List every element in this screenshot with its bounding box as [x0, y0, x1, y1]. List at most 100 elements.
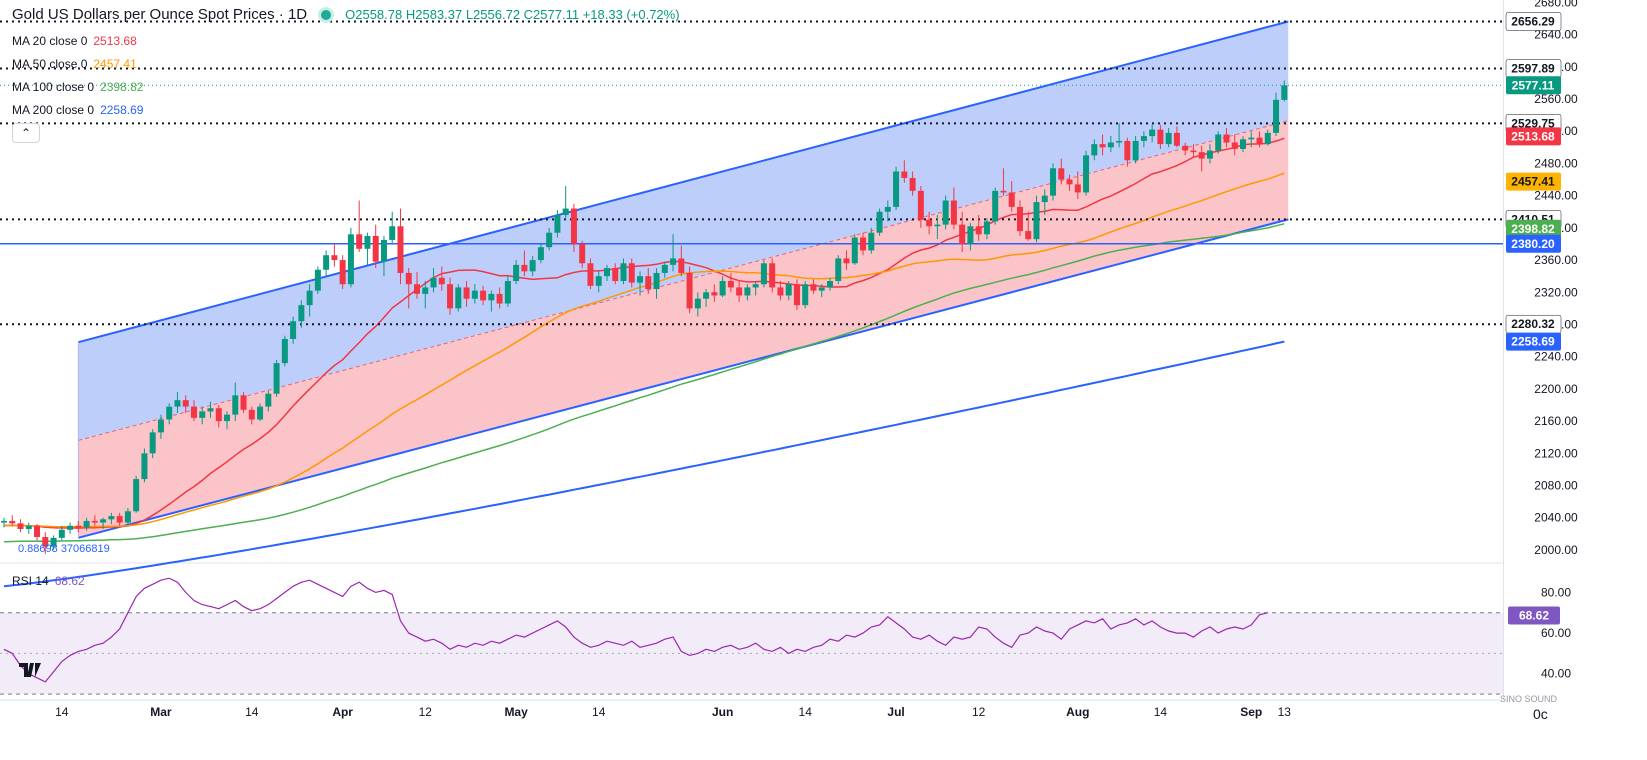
watermark: SINO SOUND: [1500, 694, 1558, 704]
candle: [414, 284, 420, 294]
time-tick-label: 12: [972, 705, 986, 719]
time-tick-label: Mar: [150, 705, 172, 719]
rsi-tick-label: 40.00: [1541, 667, 1571, 681]
candle: [1281, 85, 1288, 100]
price-tick-label: 2080.00: [1534, 479, 1578, 493]
candle: [480, 290, 487, 301]
ma100-legend[interactable]: MA 100 close 0 2398.82: [12, 80, 143, 94]
candle: [389, 226, 396, 240]
candle: [67, 525, 74, 530]
price-tick-label: 2640.00: [1534, 28, 1578, 42]
collapse-legend-button[interactable]: ⌃: [12, 123, 40, 143]
candle: [141, 453, 148, 480]
candle: [25, 525, 32, 529]
candle: [752, 284, 759, 288]
ma200-legend[interactable]: MA 200 close 0 2258.69: [12, 103, 143, 117]
time-tick-label: 14: [245, 705, 259, 719]
candle: [430, 277, 437, 288]
price-tick-label: 2120.00: [1534, 446, 1578, 460]
candle: [513, 264, 520, 281]
candle: [488, 293, 495, 301]
time-axis[interactable]: 14 Mar 14 Apr 12 May 14 Jun 14 Jul 12 Aug 14 Sep 13: [55, 705, 1291, 719]
candle: [1223, 134, 1230, 143]
price-tag-text: 2258.69: [1511, 335, 1555, 349]
candle: [769, 263, 776, 288]
rsi-legend[interactable]: RSI 14 68.62: [12, 574, 85, 588]
candle: [347, 234, 354, 285]
candle: [42, 537, 49, 547]
candle: [785, 284, 792, 296]
candle: [1033, 202, 1040, 240]
candle: [265, 393, 272, 407]
candle: [620, 263, 627, 281]
candle: [992, 190, 999, 222]
candle: [1248, 137, 1255, 140]
candle: [257, 406, 264, 420]
candle: [1091, 144, 1098, 156]
time-tick-label: 12: [419, 705, 433, 719]
price-tick-label: 2160.00: [1534, 414, 1578, 428]
price-tag-text: 2513.68: [1511, 129, 1555, 143]
candle: [521, 264, 528, 272]
price-tag: [1506, 76, 1561, 95]
price-tag: [1506, 219, 1561, 238]
candle: [207, 408, 214, 412]
candle: [860, 237, 867, 251]
candle: [364, 235, 371, 249]
market-status-icon: [321, 9, 332, 20]
price-tick-label: 2560.00: [1534, 92, 1578, 106]
ma100-label: MA 100 close 0: [12, 80, 95, 94]
candle: [298, 305, 305, 322]
candle: [835, 258, 842, 281]
candle: [587, 263, 594, 286]
timezone-corner[interactable]: 0c: [1533, 706, 1548, 722]
ma20-label: MA 20 close 0: [12, 34, 88, 48]
candle: [232, 395, 239, 415]
time-tick-label: 14: [592, 705, 606, 719]
ma20-legend[interactable]: MA 20 close 0 2513.68: [12, 34, 137, 48]
ma200-line: [3, 340, 1285, 588]
price-tag: [1506, 127, 1561, 146]
candle: [529, 260, 536, 272]
candle: [1016, 206, 1023, 232]
price-tick-label: 2000.00: [1534, 543, 1578, 557]
candle: [190, 406, 197, 418]
rsi-value-tag-text: 68.62: [1519, 609, 1549, 623]
candle: [1058, 168, 1065, 180]
price-tick-label: 2360.00: [1534, 253, 1578, 267]
symbol-title[interactable]: Gold US Dollars per Ounce Spot Prices · …: [12, 6, 308, 23]
ma20-line: [3, 137, 1285, 529]
grid: [0, 0, 1504, 701]
candle: [983, 221, 990, 235]
candle: [760, 263, 767, 285]
candle: [182, 400, 189, 407]
rsi-value: 68.62: [54, 574, 85, 588]
candle: [1256, 137, 1263, 145]
candle: [224, 414, 231, 422]
ma200-label: MA 200 close 0: [12, 103, 95, 117]
candle: [1000, 190, 1007, 193]
price-tag-text: 2577.11: [1512, 78, 1555, 92]
candle: [810, 284, 817, 291]
candle: [306, 290, 313, 306]
candle: [174, 400, 181, 407]
price-tag-text: 2398.82: [1511, 222, 1555, 236]
ma100-value: 2398.82: [100, 80, 144, 94]
price-tick-label: 2040.00: [1534, 511, 1578, 525]
candle: [959, 224, 966, 244]
candle: [248, 409, 255, 420]
price-tag-text: 2280.32: [1511, 317, 1555, 331]
candles[interactable]: [1, 80, 1288, 554]
tradingview-logo-icon[interactable]: [18, 661, 42, 679]
ma50-legend[interactable]: MA 50 close 0 2457.41: [12, 57, 137, 71]
candle: [1240, 139, 1246, 149]
candle: [950, 200, 957, 225]
time-tick-label: Jul: [887, 705, 904, 719]
price-axis[interactable]: 2000.00 2040.00 2080.00 2120.00 2160.00 2200.…: [1505, 0, 1578, 681]
candle: [1008, 192, 1015, 207]
candle: [777, 287, 784, 296]
candle: [331, 255, 338, 261]
candle: [339, 260, 346, 285]
candle: [686, 272, 693, 309]
